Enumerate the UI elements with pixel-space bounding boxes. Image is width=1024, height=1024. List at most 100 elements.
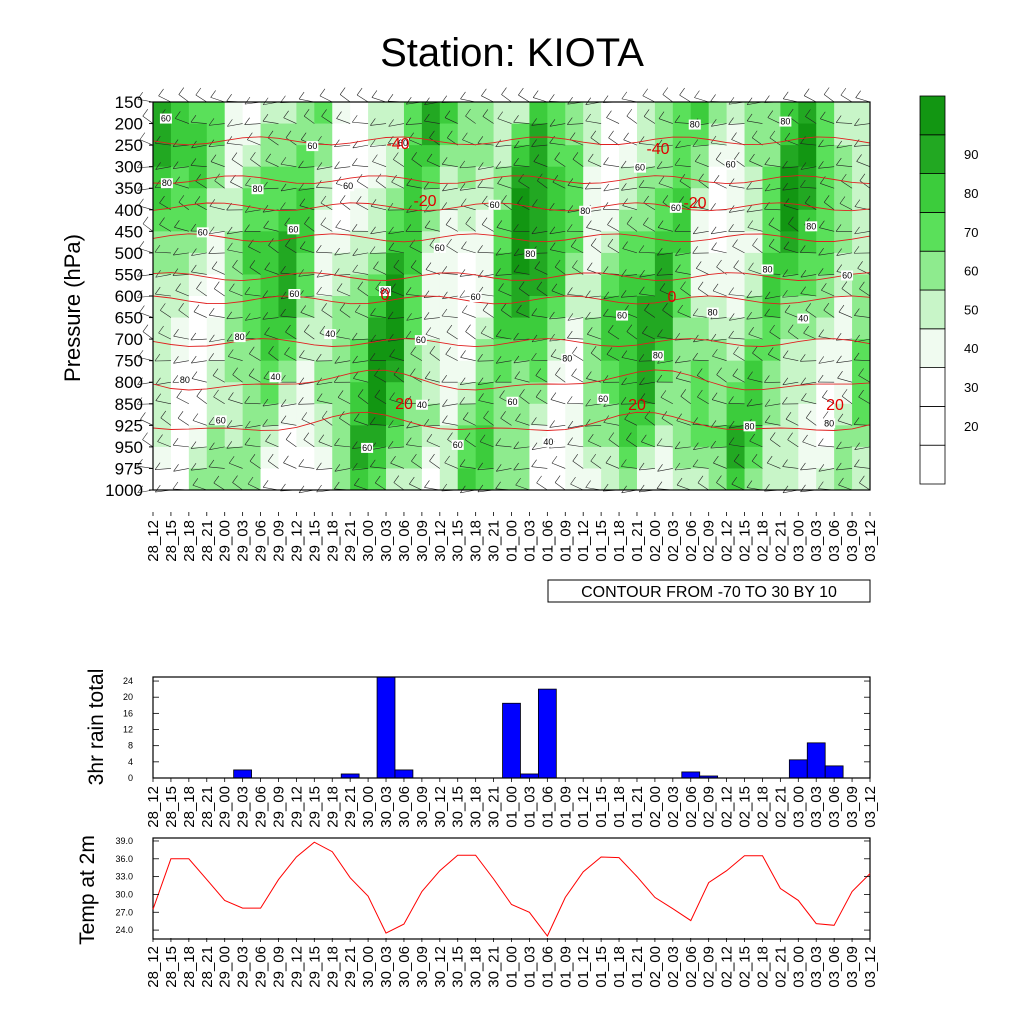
- wind-barb-feather: [554, 475, 561, 483]
- wind-barb: [662, 309, 673, 318]
- wind-barb: [264, 269, 279, 275]
- wind-barb: [172, 274, 189, 276]
- wind-barb: [406, 425, 422, 429]
- wind-barb-feather: [710, 440, 716, 449]
- wind-barb: [713, 462, 727, 469]
- humidity-contour-label: 80: [780, 117, 790, 127]
- colorbar-box: [919, 95, 946, 136]
- humidity-cell: [708, 145, 728, 168]
- wind-barb-feather: [208, 353, 214, 361]
- wind-barb-feather: [495, 247, 502, 256]
- wind-barb-feather: [818, 481, 824, 489]
- wind-barb-feather: [370, 118, 376, 126]
- wind-barb: [352, 144, 369, 149]
- wind-barb: [230, 181, 243, 189]
- wind-barb: [585, 317, 602, 320]
- wind-barb: [675, 446, 691, 450]
- wind-barb-feather: [746, 480, 753, 488]
- wind-barb-feather: [836, 248, 842, 256]
- humidity-cell: [619, 382, 638, 405]
- temperature-contour: [152, 272, 871, 282]
- wind-barb-feather: [728, 205, 735, 213]
- humidity-cell: [834, 425, 853, 448]
- wind-barb: [656, 445, 673, 448]
- humidity-cell: [583, 403, 602, 426]
- humidity-cell: [332, 252, 351, 275]
- wind-barb: [513, 164, 530, 167]
- wind-barb: [497, 118, 512, 124]
- humidity-cell: [188, 317, 208, 340]
- wind-barb-feather: [549, 333, 555, 342]
- pressure-tick-label: 300: [115, 158, 143, 177]
- wind-barb-feather: [638, 484, 645, 493]
- wind-barb: [680, 288, 691, 297]
- wind-barb-feather: [572, 453, 578, 462]
- wind-barb: [533, 161, 548, 167]
- wind-barb-feather: [769, 324, 775, 333]
- humidity-cell: [439, 360, 459, 383]
- wind-barb-feather: [799, 245, 806, 253]
- humidity-cell: [583, 231, 602, 254]
- colorbar-label: 20: [964, 419, 978, 434]
- wind-barb-feather: [657, 220, 664, 228]
- colorbar-box: [919, 405, 946, 446]
- humidity-cell: [547, 339, 566, 362]
- humidity-cell: [708, 231, 728, 254]
- wind-barb: [388, 425, 404, 428]
- wind-barb-feather: [460, 91, 466, 100]
- humidity-contour-label: 80: [253, 184, 263, 194]
- humidity-cell: [224, 468, 244, 491]
- wind-barb-feather: [298, 183, 304, 191]
- wind-barb-feather: [674, 462, 681, 471]
- humidity-cell: [421, 317, 441, 340]
- wind-barb-feather: [854, 199, 861, 207]
- humidity-cell: [708, 166, 728, 189]
- wind-barb-feather: [351, 332, 358, 341]
- humidity-cell: [852, 252, 871, 275]
- wind-barb-feather: [531, 442, 538, 450]
- humidity-cell: [744, 102, 763, 125]
- wind-barb: [716, 482, 727, 491]
- wind-barb: [424, 317, 440, 320]
- humidity-cell: [636, 317, 656, 340]
- humidity-cell: [314, 446, 333, 469]
- wind-barb: [173, 444, 189, 448]
- humidity-cell: [457, 231, 477, 254]
- time-tick-label: 29_18: [324, 520, 341, 562]
- humidity-cell: [511, 360, 530, 383]
- wind-barb: [710, 142, 727, 146]
- wind-barb-feather: [231, 152, 238, 160]
- humidity-cell: [314, 339, 333, 362]
- wind-barb-feather: [391, 174, 397, 183]
- wind-barb: [389, 399, 405, 405]
- wind-barb-feather: [372, 154, 378, 162]
- temperature-contour-label: -40: [386, 136, 409, 153]
- wind-barb: [190, 338, 207, 341]
- wind-barb-feather: [693, 442, 699, 450]
- wind-barb: [590, 460, 602, 469]
- temperature-contour-label: -20: [683, 195, 706, 212]
- time-tick-label: 03_00: [790, 786, 807, 828]
- wind-barb: [158, 332, 172, 340]
- humidity-cell: [654, 360, 674, 383]
- wind-barb: [410, 353, 423, 361]
- wind-barb: [519, 396, 530, 405]
- wind-barb: [232, 374, 243, 383]
- wind-barb: [603, 422, 620, 426]
- time-tick-label: 02_09: [701, 786, 718, 828]
- humidity-cell: [654, 166, 674, 189]
- wind-barb-feather: [674, 115, 681, 123]
- wind-barb: [426, 440, 440, 448]
- wind-barb: [769, 137, 781, 146]
- wind-barb: [303, 439, 315, 448]
- humidity-cell: [583, 382, 602, 405]
- wind-barb-feather: [196, 389, 203, 397]
- wind-barb: [535, 375, 548, 383]
- time-tick-label: 03_12: [862, 786, 879, 828]
- wind-barb: [800, 274, 817, 278]
- wind-barb: [334, 252, 351, 256]
- humidity-cell: [260, 123, 279, 146]
- humidity-cell: [421, 123, 441, 146]
- humidity-label-bg: [451, 439, 464, 450]
- wind-barb-feather: [444, 110, 451, 118]
